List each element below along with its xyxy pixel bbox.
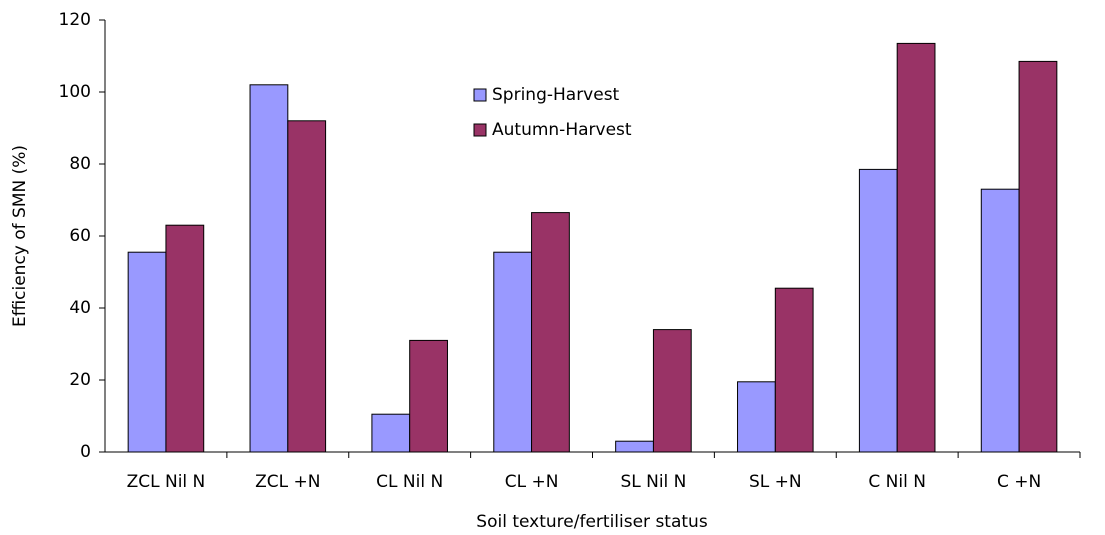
y-tick-label: 0 [80, 442, 91, 462]
legend-swatch [473, 88, 487, 102]
bar [615, 440, 654, 453]
x-tick-label: SL Nil N [620, 472, 686, 492]
bar [493, 251, 533, 453]
x-tick-label: CL Nil N [376, 472, 443, 492]
bar [774, 287, 814, 453]
x-tick-label: SL +N [749, 472, 802, 492]
x-tick-label: ZCL Nil N [127, 472, 206, 492]
bar [371, 413, 411, 453]
bar [858, 168, 898, 453]
x-tick-label: CL +N [505, 472, 559, 492]
y-tick-label: 100 [59, 82, 91, 102]
bar [652, 329, 692, 453]
bar [896, 42, 936, 453]
bar [531, 212, 570, 453]
bar [165, 224, 205, 453]
bar [980, 188, 1020, 453]
bar [127, 251, 167, 453]
y-tick-label: 80 [69, 154, 91, 174]
x-tick-label: ZCL +N [255, 472, 320, 492]
bar [249, 84, 289, 453]
legend-label: Autumn-Harvest [492, 120, 632, 140]
bar [1018, 60, 1058, 453]
y-tick-label: 40 [69, 298, 91, 318]
x-axis-label: Soil texture/fertiliser status [476, 512, 708, 532]
bar [409, 339, 448, 453]
y-tick-label: 60 [69, 226, 91, 246]
x-tick-label: C Nil N [868, 472, 926, 492]
bar [287, 120, 327, 453]
bar [737, 381, 776, 453]
y-tick-label: 20 [69, 370, 91, 390]
y-axis-label: Efficiency of SMN (%) [10, 145, 30, 327]
legend-swatch [473, 123, 487, 137]
x-tick-label: C +N [997, 472, 1041, 492]
y-tick-label: 120 [59, 10, 91, 30]
legend-label: Spring-Harvest [492, 85, 620, 105]
